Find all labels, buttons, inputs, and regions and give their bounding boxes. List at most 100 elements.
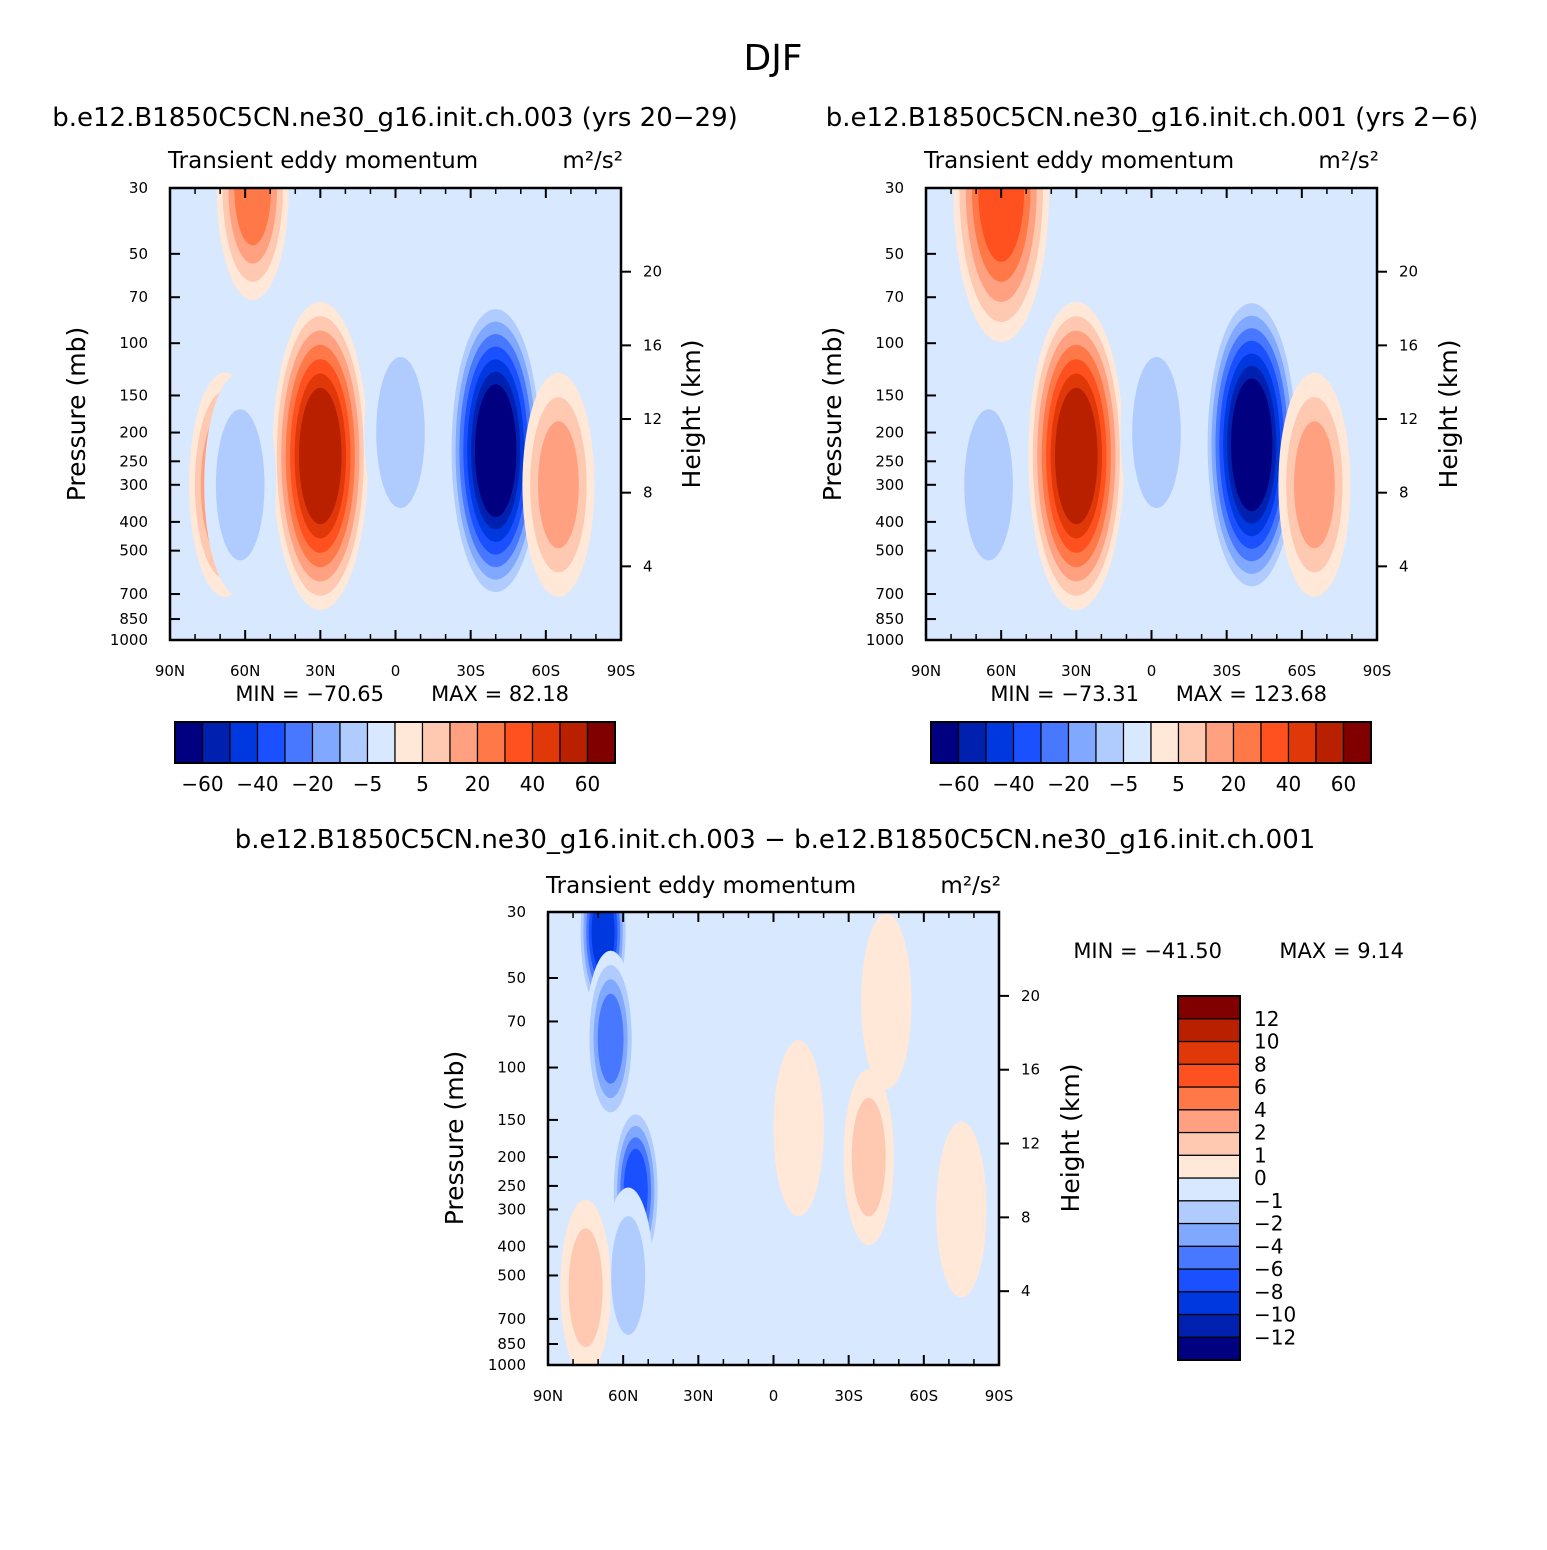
panel-1-contour-band [215, 409, 265, 561]
colorbar-label: 20 [1221, 772, 1246, 796]
colorbar-label: −1 [1254, 1189, 1283, 1213]
colorbar-swatch [1177, 995, 1241, 1020]
colorbar-swatch [311, 721, 341, 764]
colorbar-swatch [366, 721, 396, 764]
panel-3-contour-band [568, 1228, 603, 1348]
panel-2-subtitle-right: m²/s² [1318, 148, 1379, 174]
colorbar-label: 0 [1254, 1166, 1267, 1190]
x-tick-label: 60S [1288, 662, 1317, 680]
y-tick-label: 50 [885, 245, 904, 263]
panel-2-ylabel: Pressure (mb) [818, 327, 847, 501]
y-tick-label: 300 [875, 476, 904, 494]
colorbar-label: −6 [1254, 1257, 1283, 1281]
panel-3-axes: 90N 60N 30N 0 30S 60S 90S 30 50 70 100 150 200 250 300… [488, 903, 1040, 1405]
colorbar-swatch [1260, 721, 1290, 764]
colorbar-label: 5 [416, 772, 429, 796]
colorbar-label: −20 [1047, 772, 1089, 796]
height-tick-label: 12 [643, 410, 662, 428]
y-tick-label: 400 [119, 513, 148, 531]
colorbar-swatch [1177, 1313, 1241, 1338]
panel-1-subtitle-left: Transient eddy momentum [167, 148, 478, 174]
y-tick-label: 70 [885, 288, 904, 306]
height-tick-label: 16 [643, 336, 662, 354]
colorbar-label: −2 [1254, 1212, 1283, 1236]
panel-2: b.e12.B1850C5CN.ne30_g16.init.ch.001 (yr… [818, 103, 1478, 796]
y-tick-label: 1000 [110, 631, 148, 649]
y-tick-label: 300 [497, 1200, 526, 1218]
panel-2-axes: 90N 60N 30N 0 30S 60S 90S 30 50 70 100 150 200 250 300… [866, 179, 1418, 680]
colorbar-swatch [1232, 721, 1262, 764]
panel-2-contour-band [1132, 356, 1181, 509]
panel-2-contour-band [978, 188, 1025, 262]
y-tick-label: 100 [119, 334, 148, 352]
y-tick-label: 500 [875, 542, 904, 560]
colorbar-swatch [174, 721, 204, 764]
panel-3-contour-band [851, 1097, 886, 1217]
panel-2-contour-band [1055, 387, 1098, 525]
colorbar-label: 40 [520, 772, 545, 796]
panel-1-min-label: MIN = −70.65 [235, 682, 384, 706]
colorbar-label: −12 [1254, 1325, 1296, 1349]
panel-3-contour [548, 912, 999, 1365]
y-tick-label: 50 [129, 245, 148, 263]
colorbar-swatch [1177, 1336, 1241, 1361]
colorbar-swatch [957, 721, 987, 764]
colorbar-swatch [504, 721, 534, 764]
panel-2-contour-band [1294, 421, 1335, 549]
y-tick-label: 30 [129, 179, 148, 197]
height-tick-label: 12 [1021, 1135, 1040, 1153]
panel-2-max-label: MAX = 123.68 [1176, 682, 1327, 706]
colorbar-swatch [1342, 721, 1372, 764]
colorbar-label: 4 [1254, 1098, 1267, 1122]
x-tick-label: 90S [985, 1387, 1014, 1405]
panel-3-max-label: MAX = 9.14 [1279, 939, 1404, 963]
panel-1-max-label: MAX = 82.18 [431, 682, 569, 706]
height-tick-label: 4 [643, 557, 653, 575]
colorbar-swatch [1177, 1040, 1241, 1065]
panel-1-ylabel: Pressure (mb) [62, 327, 91, 501]
colorbar-label: 10 [1254, 1030, 1279, 1054]
figure-title: DJF [743, 38, 802, 79]
x-tick-label: 60N [986, 662, 1016, 680]
colorbar-label: −5 [353, 772, 382, 796]
colorbar-swatch [476, 721, 506, 764]
colorbar-swatch [1067, 721, 1097, 764]
colorbar-label: 6 [1254, 1075, 1267, 1099]
colorbar-swatch [256, 721, 286, 764]
y-tick-label: 70 [507, 1012, 526, 1030]
colorbar-swatch [531, 721, 561, 764]
panel-1-contour [170, 188, 621, 640]
y-tick-label: 1000 [488, 1356, 526, 1374]
colorbar-swatch [339, 721, 369, 764]
panel-2-contour-band [964, 409, 1013, 561]
x-tick-label: 90S [607, 662, 636, 680]
colorbar-label: −5 [1109, 772, 1138, 796]
colorbar-frame [930, 721, 1372, 764]
colorbar-swatch [1095, 721, 1125, 764]
x-tick-label: 0 [391, 662, 401, 680]
colorbar-swatch [1177, 1268, 1241, 1293]
colorbar-frame [1177, 995, 1241, 1361]
colorbar-swatch [1177, 1177, 1241, 1202]
y-tick-label: 50 [507, 969, 526, 987]
x-tick-label: 60S [910, 1387, 939, 1405]
panel-1-contour-band [376, 356, 425, 509]
colorbar-swatch [1177, 1131, 1241, 1156]
y-tick-label: 250 [119, 452, 148, 470]
colorbar-label: 8 [1254, 1052, 1267, 1076]
panel-3-min-label: MIN = −41.50 [1073, 939, 1222, 963]
colorbar-swatch [1177, 1245, 1241, 1270]
height-tick-label: 8 [643, 484, 653, 502]
colorbar-swatch [1040, 721, 1070, 764]
y-tick-label: 300 [119, 476, 148, 494]
y-tick-label: 500 [119, 542, 148, 560]
panel-3-contour-band [936, 1121, 987, 1298]
colorbar-label: −4 [1254, 1234, 1283, 1258]
height-tick-label: 20 [1021, 987, 1040, 1005]
y-tick-label: 1000 [866, 631, 904, 649]
colorbar-swatch [1177, 1291, 1241, 1316]
y-tick-label: 150 [875, 386, 904, 404]
colorbar-swatch [394, 721, 424, 764]
y-tick-label: 30 [885, 179, 904, 197]
